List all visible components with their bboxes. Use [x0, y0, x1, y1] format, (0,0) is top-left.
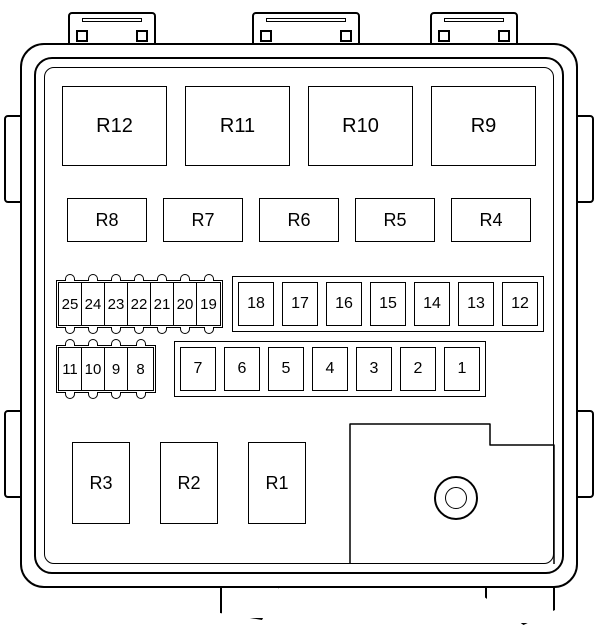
mount-clip-left [220, 585, 280, 620]
relay-r2-label: R2 [177, 473, 200, 494]
mini-fuse-21: 21 [150, 282, 174, 326]
mini-fuse-22: 22 [127, 282, 151, 326]
fuse-13-label: 13 [467, 295, 485, 313]
fuse-12-label: 12 [511, 295, 529, 313]
relay-r11-label: R11 [220, 115, 255, 138]
relay-r6-label: R6 [287, 210, 310, 231]
relay-r4: R4 [451, 198, 531, 242]
fuse-2-label: 2 [414, 360, 423, 378]
relay-r6: R6 [259, 198, 339, 242]
fuse-14-label: 14 [423, 295, 441, 313]
mini-fuse-20-label: 20 [177, 296, 194, 313]
relay-r12: R12 [62, 86, 167, 166]
mini-fuse-24-label: 24 [85, 296, 102, 313]
fuse-13: 13 [458, 282, 494, 326]
relay-r7-label: R7 [191, 210, 214, 231]
fuse-5-label: 5 [282, 360, 291, 378]
mini-fuse-21-label: 21 [154, 296, 171, 313]
fuse-18-label: 18 [247, 295, 265, 313]
fuse-1: 1 [444, 347, 480, 391]
relay-r3-label: R3 [89, 473, 112, 494]
relay-r10: R10 [308, 86, 413, 166]
fuse-17: 17 [282, 282, 318, 326]
mini-fuse-22-label: 22 [131, 296, 148, 313]
mini-fuse-9-label: 9 [112, 361, 120, 378]
fuse-12: 12 [502, 282, 538, 326]
fuse-17-label: 17 [291, 295, 309, 313]
fuse-3-label: 3 [370, 360, 379, 378]
mini-fuse-20: 20 [173, 282, 197, 326]
mini-fuse-9: 9 [104, 347, 128, 391]
mini-fuse-11: 11 [58, 347, 82, 391]
fuse-16: 16 [326, 282, 362, 326]
fuse-4-label: 4 [326, 360, 335, 378]
mini-fuse-8-label: 8 [136, 361, 144, 378]
relay-r8: R8 [67, 198, 147, 242]
mini-fuse-8: 8 [127, 347, 154, 391]
mini-fuse-24: 24 [81, 282, 105, 326]
relay-r11: R11 [185, 86, 290, 166]
fuse-4: 4 [312, 347, 348, 391]
fuse-7: 7 [180, 347, 216, 391]
mini-fuse-10-label: 10 [85, 361, 102, 378]
mini-fuse-19: 19 [196, 282, 221, 326]
relay-r7: R7 [163, 198, 243, 242]
relay-r1-label: R1 [265, 473, 288, 494]
mini-fuse-25: 25 [58, 282, 82, 326]
mini-fuse-19-label: 19 [200, 296, 217, 313]
fuse-14: 14 [414, 282, 450, 326]
relay-r9: R9 [431, 86, 536, 166]
relay-r2: R2 [160, 442, 218, 524]
fuse-6: 6 [224, 347, 260, 391]
relay-r1: R1 [248, 442, 306, 524]
mini-fuse-23: 23 [104, 282, 128, 326]
relay-r3: R3 [72, 442, 130, 524]
mini-fuse-23-label: 23 [108, 296, 125, 313]
relay-r9-label: R9 [471, 115, 497, 138]
fuse-2: 2 [400, 347, 436, 391]
fuse-15-label: 15 [379, 295, 397, 313]
relay-r10-label: R10 [342, 115, 379, 138]
fuse-15: 15 [370, 282, 406, 326]
mount-screw-inner [445, 487, 467, 509]
fuse-3: 3 [356, 347, 392, 391]
fuse-18: 18 [238, 282, 274, 326]
relay-r5: R5 [355, 198, 435, 242]
fuse-16-label: 16 [335, 295, 353, 313]
mini-fuse-10: 10 [81, 347, 105, 391]
mini-fuse-11-label: 11 [62, 361, 78, 378]
fuse-7-label: 7 [194, 360, 203, 378]
relay-r12-label: R12 [96, 115, 133, 138]
fuse-6-label: 6 [238, 360, 247, 378]
relay-r8-label: R8 [95, 210, 118, 231]
relay-r5-label: R5 [383, 210, 406, 231]
fuse-box-diagram: R12R11R10R9R8R7R6R5R41817161514131276543… [0, 0, 600, 633]
fuse-1-label: 1 [458, 360, 467, 378]
mini-fuse-25-label: 25 [62, 296, 79, 313]
fuse-5: 5 [268, 347, 304, 391]
relay-r4-label: R4 [479, 210, 502, 231]
